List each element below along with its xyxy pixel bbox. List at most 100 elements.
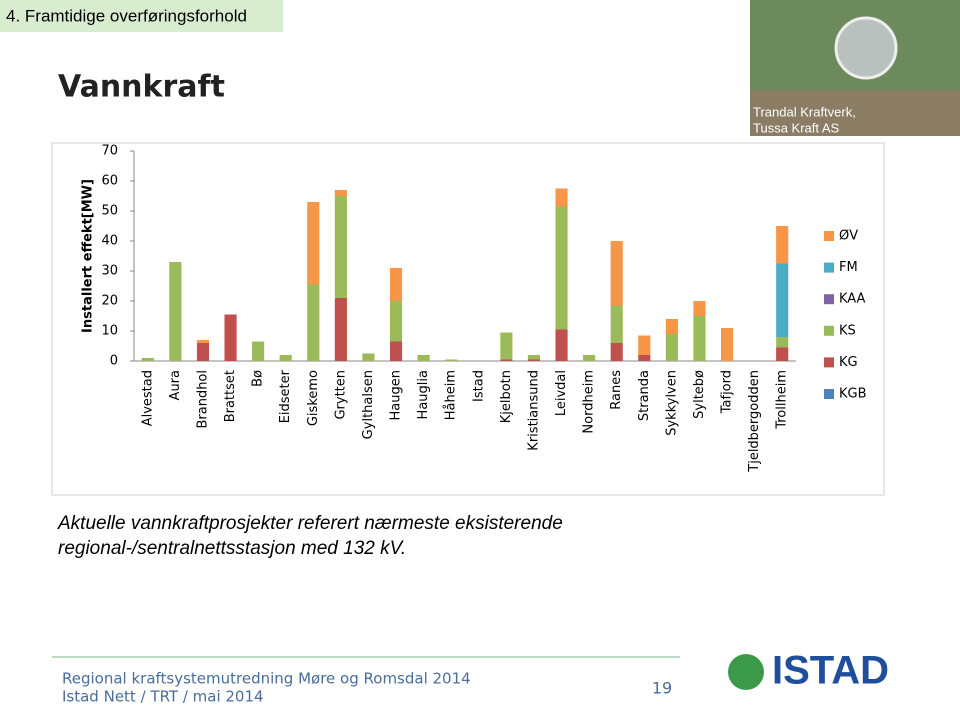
- legend-label: FM: [839, 260, 858, 275]
- x-tick-label: Nordheim: [582, 370, 597, 434]
- legend-swatch: [824, 294, 834, 305]
- legend-swatch: [824, 231, 834, 241]
- x-tick-label: Hauglia: [416, 370, 431, 419]
- x-tick-label: Istad: [471, 370, 486, 402]
- chart-title: Vannkraft: [58, 70, 225, 105]
- bar-segment: [334, 298, 347, 361]
- page-number: 19: [652, 679, 672, 698]
- bar-segment: [527, 355, 541, 360]
- x-tick-label: Sykkylven: [664, 370, 679, 436]
- legend-label: KG: [839, 355, 858, 370]
- y-axis-label: Installert effekt[MW]: [81, 179, 96, 333]
- note: regional-/sentralnettsstasjon med 132 kV…: [58, 538, 406, 559]
- bar-segment: [693, 316, 706, 361]
- y-tick-label: 0: [110, 354, 118, 369]
- photo-portal: [834, 16, 898, 80]
- x-tick-label: Giskemo: [306, 370, 321, 426]
- x-tick-label: Brattset: [223, 370, 238, 422]
- x-tick-label: Kjelbotn: [499, 370, 514, 423]
- bar-segment: [555, 206, 568, 330]
- photo-caption: Tussa Kraft AS: [753, 120, 840, 135]
- x-tick-label: Leivdal: [554, 370, 569, 416]
- bar-segment: [445, 359, 458, 361]
- bar-segment: [638, 355, 651, 361]
- footer-line: Regional kraftsystemutredning Møre og Ro…: [62, 670, 471, 688]
- bar-segment: [417, 355, 430, 361]
- bar-segment: [665, 319, 678, 334]
- y-tick-label: 60: [101, 174, 118, 189]
- bar-segment: [555, 329, 568, 361]
- note: Aktuelle vannkraftprosjekter referert næ…: [57, 513, 563, 534]
- bar-segment: [720, 328, 734, 361]
- chart-frame: [51, 142, 885, 496]
- bar-segment: [169, 262, 182, 361]
- bar-segment: [555, 188, 568, 207]
- bar-segment: [279, 355, 292, 361]
- logo-mark: [728, 654, 764, 690]
- x-tick-label: Tjeldbergodden: [747, 370, 762, 473]
- bar-segment: [776, 226, 789, 264]
- footer-line: Istad Nett / TRT / mai 2014: [62, 688, 264, 706]
- header: 4. Framtidige overføringsforhold: [6, 6, 247, 25]
- bar-segment: [665, 334, 678, 361]
- bar-segment: [224, 314, 237, 361]
- x-tick-label: Eidseter: [278, 369, 293, 423]
- y-tick-label: 30: [101, 264, 118, 279]
- bar-segment: [500, 359, 513, 361]
- bar-segment: [776, 337, 789, 348]
- bar-segment: [389, 268, 403, 301]
- x-tick-label: Bø: [251, 370, 266, 387]
- x-tick-label: Syltebø: [692, 370, 707, 419]
- bar-segment: [362, 353, 375, 361]
- bar-segment: [776, 263, 789, 337]
- bar-segment: [610, 305, 623, 343]
- bar-segment: [500, 332, 513, 360]
- y-tick-label: 40: [101, 234, 118, 249]
- legend-swatch: [824, 357, 834, 368]
- bar-segment: [638, 335, 651, 355]
- x-tick-label: Grytten: [333, 370, 348, 420]
- y-tick-label: 20: [101, 294, 118, 309]
- bar-segment: [693, 301, 706, 316]
- y-tick-label: 10: [101, 324, 118, 339]
- x-tick-label: Gylthalsen: [361, 370, 376, 439]
- legend-swatch: [824, 325, 834, 336]
- x-tick-label: Haugen: [389, 370, 404, 420]
- bar-segment: [334, 196, 347, 298]
- legend-label: KS: [839, 323, 856, 338]
- legend-label: ØV: [839, 229, 858, 244]
- bar-segment: [141, 358, 154, 361]
- legend-label: KGB: [839, 387, 867, 402]
- bar-segment: [307, 202, 320, 285]
- bar-segment: [610, 343, 623, 361]
- x-tick-label: Alvestad: [140, 370, 155, 426]
- bar-segment: [334, 190, 347, 196]
- bar-segment: [252, 341, 265, 361]
- y-tick-label: 70: [101, 144, 118, 159]
- bar-segment: [389, 341, 403, 361]
- bar-segment: [583, 355, 596, 361]
- x-tick-label: Aura: [168, 370, 183, 400]
- bar-segment: [307, 284, 320, 361]
- y-tick-label: 50: [101, 204, 118, 219]
- bar-segment: [776, 347, 789, 361]
- legend-swatch: [824, 389, 834, 399]
- x-tick-label: Håheim: [444, 370, 459, 420]
- legend-swatch: [824, 262, 834, 273]
- legend-label: KAA: [839, 292, 866, 307]
- x-tick-label: Trollheim: [775, 370, 790, 430]
- x-tick-label: Tafjord: [720, 370, 735, 414]
- photo-ground: [750, 90, 960, 136]
- x-tick-label: Ranes: [609, 370, 624, 410]
- x-tick-label: Kristiansund: [526, 370, 541, 451]
- header-bg: [0, 0, 283, 32]
- logo: ISTAD: [772, 649, 889, 693]
- bar-segment: [610, 241, 623, 306]
- photo-caption: Trandal Kraftverk,: [753, 104, 856, 119]
- bar-segment: [196, 343, 210, 361]
- bar-segment: [389, 301, 403, 342]
- bar-segment: [196, 340, 210, 343]
- bar-segment: [527, 359, 541, 361]
- x-tick-label: Stranda: [637, 370, 652, 421]
